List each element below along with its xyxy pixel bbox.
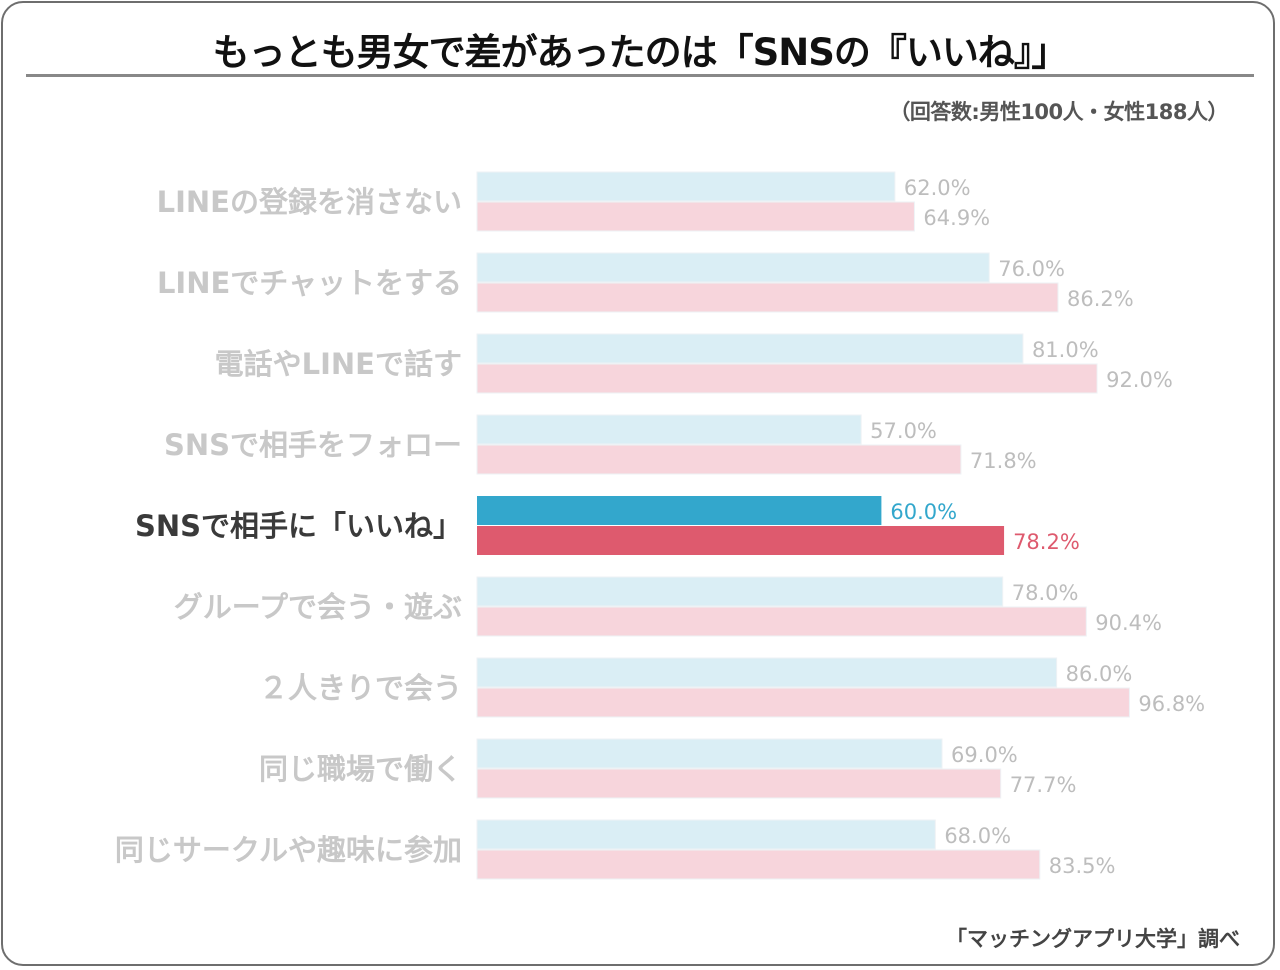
category-label: 同じ職場で働く <box>259 752 462 786</box>
value-label-female: 90.4% <box>1095 611 1162 635</box>
category-label: グループで会う・遊ぶ <box>174 590 462 624</box>
bar-female <box>476 201 915 232</box>
value-label-male: 86.0% <box>1066 662 1133 686</box>
bar-female <box>476 849 1041 880</box>
bar-male <box>476 738 943 769</box>
bar-male <box>476 819 936 850</box>
bar-male <box>476 657 1058 688</box>
value-label-female: 83.5% <box>1049 854 1116 878</box>
value-label-female: 78.2% <box>1013 530 1080 554</box>
category-label: SNSで相手に「いいね」 <box>135 509 462 543</box>
title-divider <box>26 74 1254 77</box>
bar-male <box>476 252 990 283</box>
respondent-note: （回答数:男性100人・女性188人） <box>889 100 1228 124</box>
value-label-male: 68.0% <box>944 824 1011 848</box>
value-label-male: 60.0% <box>890 500 957 524</box>
bar-male <box>477 496 882 525</box>
category-label: SNSで相手をフォロー <box>164 428 462 462</box>
bar-male <box>476 333 1024 364</box>
bar-male <box>476 414 862 445</box>
source-credit: 「マッチングアプリ大学」調べ <box>946 927 1240 951</box>
bar-female <box>476 687 1130 718</box>
value-label-female: 77.7% <box>1010 773 1077 797</box>
value-label-male: 81.0% <box>1032 338 1099 362</box>
bar-female <box>477 526 1005 555</box>
value-label-male: 78.0% <box>1012 581 1079 605</box>
value-label-male: 76.0% <box>998 257 1065 281</box>
value-label-female: 71.8% <box>970 449 1037 473</box>
category-label: 同じサークルや趣味に参加 <box>115 833 462 867</box>
chart-title: もっとも男女で差があったのは「SNSの『いいね』」 <box>212 31 1069 74</box>
value-label-female: 96.8% <box>1138 692 1205 716</box>
value-label-male: 62.0% <box>904 176 971 200</box>
bar-female <box>476 444 962 475</box>
category-label: 電話やLINEで話す <box>215 347 462 381</box>
category-label: ２人きりで会う <box>259 671 462 705</box>
bar-female <box>476 282 1059 313</box>
category-label: LINEでチャットをする <box>157 266 462 300</box>
bar-female <box>476 768 1002 799</box>
bar-male <box>476 576 1004 607</box>
value-label-female: 86.2% <box>1067 287 1134 311</box>
value-label-male: 57.0% <box>870 419 937 443</box>
bar-female <box>476 606 1087 637</box>
value-label-female: 64.9% <box>923 206 990 230</box>
bar-male <box>476 171 896 202</box>
category-label: LINEの登録を消さない <box>157 185 462 219</box>
value-label-female: 92.0% <box>1106 368 1173 392</box>
bar-female <box>476 363 1098 394</box>
value-label-male: 69.0% <box>951 743 1018 767</box>
